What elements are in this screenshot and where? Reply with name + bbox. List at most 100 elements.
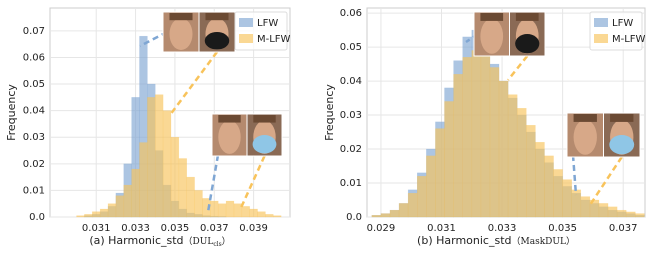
x-tick-label: 0.031 <box>427 223 456 234</box>
histogram-bar <box>171 137 179 217</box>
histogram-bar <box>140 143 148 217</box>
mask <box>205 32 229 50</box>
histogram-bar <box>124 185 132 217</box>
histogram-bar <box>563 180 572 217</box>
histogram-bar <box>554 169 563 217</box>
histogram-bar <box>77 216 85 217</box>
y-tick-label: 0.07 <box>23 26 45 37</box>
histogram-bar <box>544 156 553 217</box>
histogram-bar <box>408 193 417 217</box>
mask <box>515 34 539 53</box>
hair <box>516 13 539 21</box>
face <box>169 18 192 50</box>
histogram-bar <box>242 206 250 217</box>
y-tick-label: 0.06 <box>340 8 362 19</box>
legend-swatch <box>594 18 608 27</box>
histogram-bar <box>608 207 617 217</box>
histogram-bar <box>499 81 508 217</box>
histogram-bar <box>572 190 581 217</box>
mask <box>253 135 277 153</box>
y-axis-label: Frequency <box>5 84 18 141</box>
x-label-method: （MaskDUL <box>512 236 566 247</box>
figure: 0.00.010.020.030.040.050.060.070.0310.03… <box>0 0 648 250</box>
histogram-bar <box>581 197 590 217</box>
histogram-bar <box>195 190 203 217</box>
histogram-bar <box>108 204 116 217</box>
histogram-bar <box>226 201 234 217</box>
x-tick-label: 0.035 <box>161 223 190 234</box>
legend-label: M-LFW <box>612 34 646 45</box>
histogram-bar <box>372 215 381 217</box>
histogram-bar <box>617 210 626 217</box>
histogram-bar <box>84 214 92 217</box>
histogram-bar <box>526 125 535 217</box>
histogram-bar <box>187 177 195 217</box>
histogram-bar <box>147 97 155 217</box>
mask <box>609 135 634 154</box>
histogram-bar <box>92 212 100 217</box>
face <box>480 19 503 54</box>
x-label-close: ） <box>566 236 575 247</box>
histogram-bar <box>100 209 108 217</box>
legend-swatch <box>239 18 253 27</box>
histogram-bar <box>426 156 435 217</box>
hair <box>169 13 192 20</box>
face <box>574 120 597 155</box>
histogram-bar <box>463 57 472 217</box>
x-tick-label: 0.039 <box>239 223 268 234</box>
hair <box>205 13 228 20</box>
y-tick-label: 0.02 <box>23 159 45 170</box>
histogram-bar <box>435 129 444 217</box>
hair <box>480 13 503 21</box>
y-tick-label: 0.01 <box>340 178 362 189</box>
y-tick-label: 0.04 <box>340 76 362 87</box>
histogram-bar <box>626 212 635 217</box>
histogram-bar <box>381 214 390 217</box>
x-label-sub: cls <box>213 241 221 248</box>
histogram-bar <box>635 214 644 217</box>
y-tick-label: 0.0 <box>29 212 45 223</box>
legend-label: LFW <box>257 18 278 29</box>
histogram-bar <box>599 203 608 217</box>
x-tick-label: 0.035 <box>548 223 577 234</box>
histogram-bar <box>390 210 399 217</box>
histogram-bar <box>155 95 163 217</box>
legend-swatch <box>239 34 253 43</box>
histogram-bar <box>417 176 426 217</box>
x-tick-label: 0.029 <box>367 223 396 234</box>
histogram-bar <box>481 54 490 217</box>
histogram-bar <box>490 67 499 217</box>
y-tick-label: 0.0 <box>346 212 362 223</box>
histogram-bar <box>218 204 226 217</box>
x-label-main: (b) Harmonic_std <box>417 234 511 247</box>
y-tick-label: 0.05 <box>340 42 362 53</box>
histogram-bar <box>445 101 454 217</box>
x-axis-label: (a) Harmonic_std（DULcls） <box>89 234 230 248</box>
x-axis-label: (b) Harmonic_std（MaskDUL） <box>417 234 575 247</box>
hair <box>574 114 597 122</box>
histogram-bar <box>508 95 517 217</box>
x-tick-label: 0.037 <box>609 223 638 234</box>
y-tick-label: 0.01 <box>23 185 45 196</box>
face <box>218 120 240 154</box>
x-label-close: ） <box>222 236 231 247</box>
hair <box>218 115 240 123</box>
histogram-bar <box>472 50 481 217</box>
y-tick-label: 0.06 <box>23 52 45 63</box>
legend-swatch <box>594 34 608 43</box>
histogram-bar <box>132 169 140 217</box>
histogram-bar <box>250 209 258 217</box>
hair <box>610 114 633 122</box>
x-tick-label: 0.031 <box>82 223 111 234</box>
histogram-bar <box>116 196 124 217</box>
histogram-bar <box>179 159 187 217</box>
y-tick-label: 0.04 <box>23 106 45 117</box>
x-label-main: (a) Harmonic_std <box>89 234 183 247</box>
y-tick-label: 0.02 <box>340 144 362 155</box>
y-axis-label: Frequency <box>323 84 336 141</box>
x-tick-label: 0.033 <box>121 223 150 234</box>
histogram-bar <box>399 203 408 217</box>
histogram-bar <box>258 212 266 217</box>
